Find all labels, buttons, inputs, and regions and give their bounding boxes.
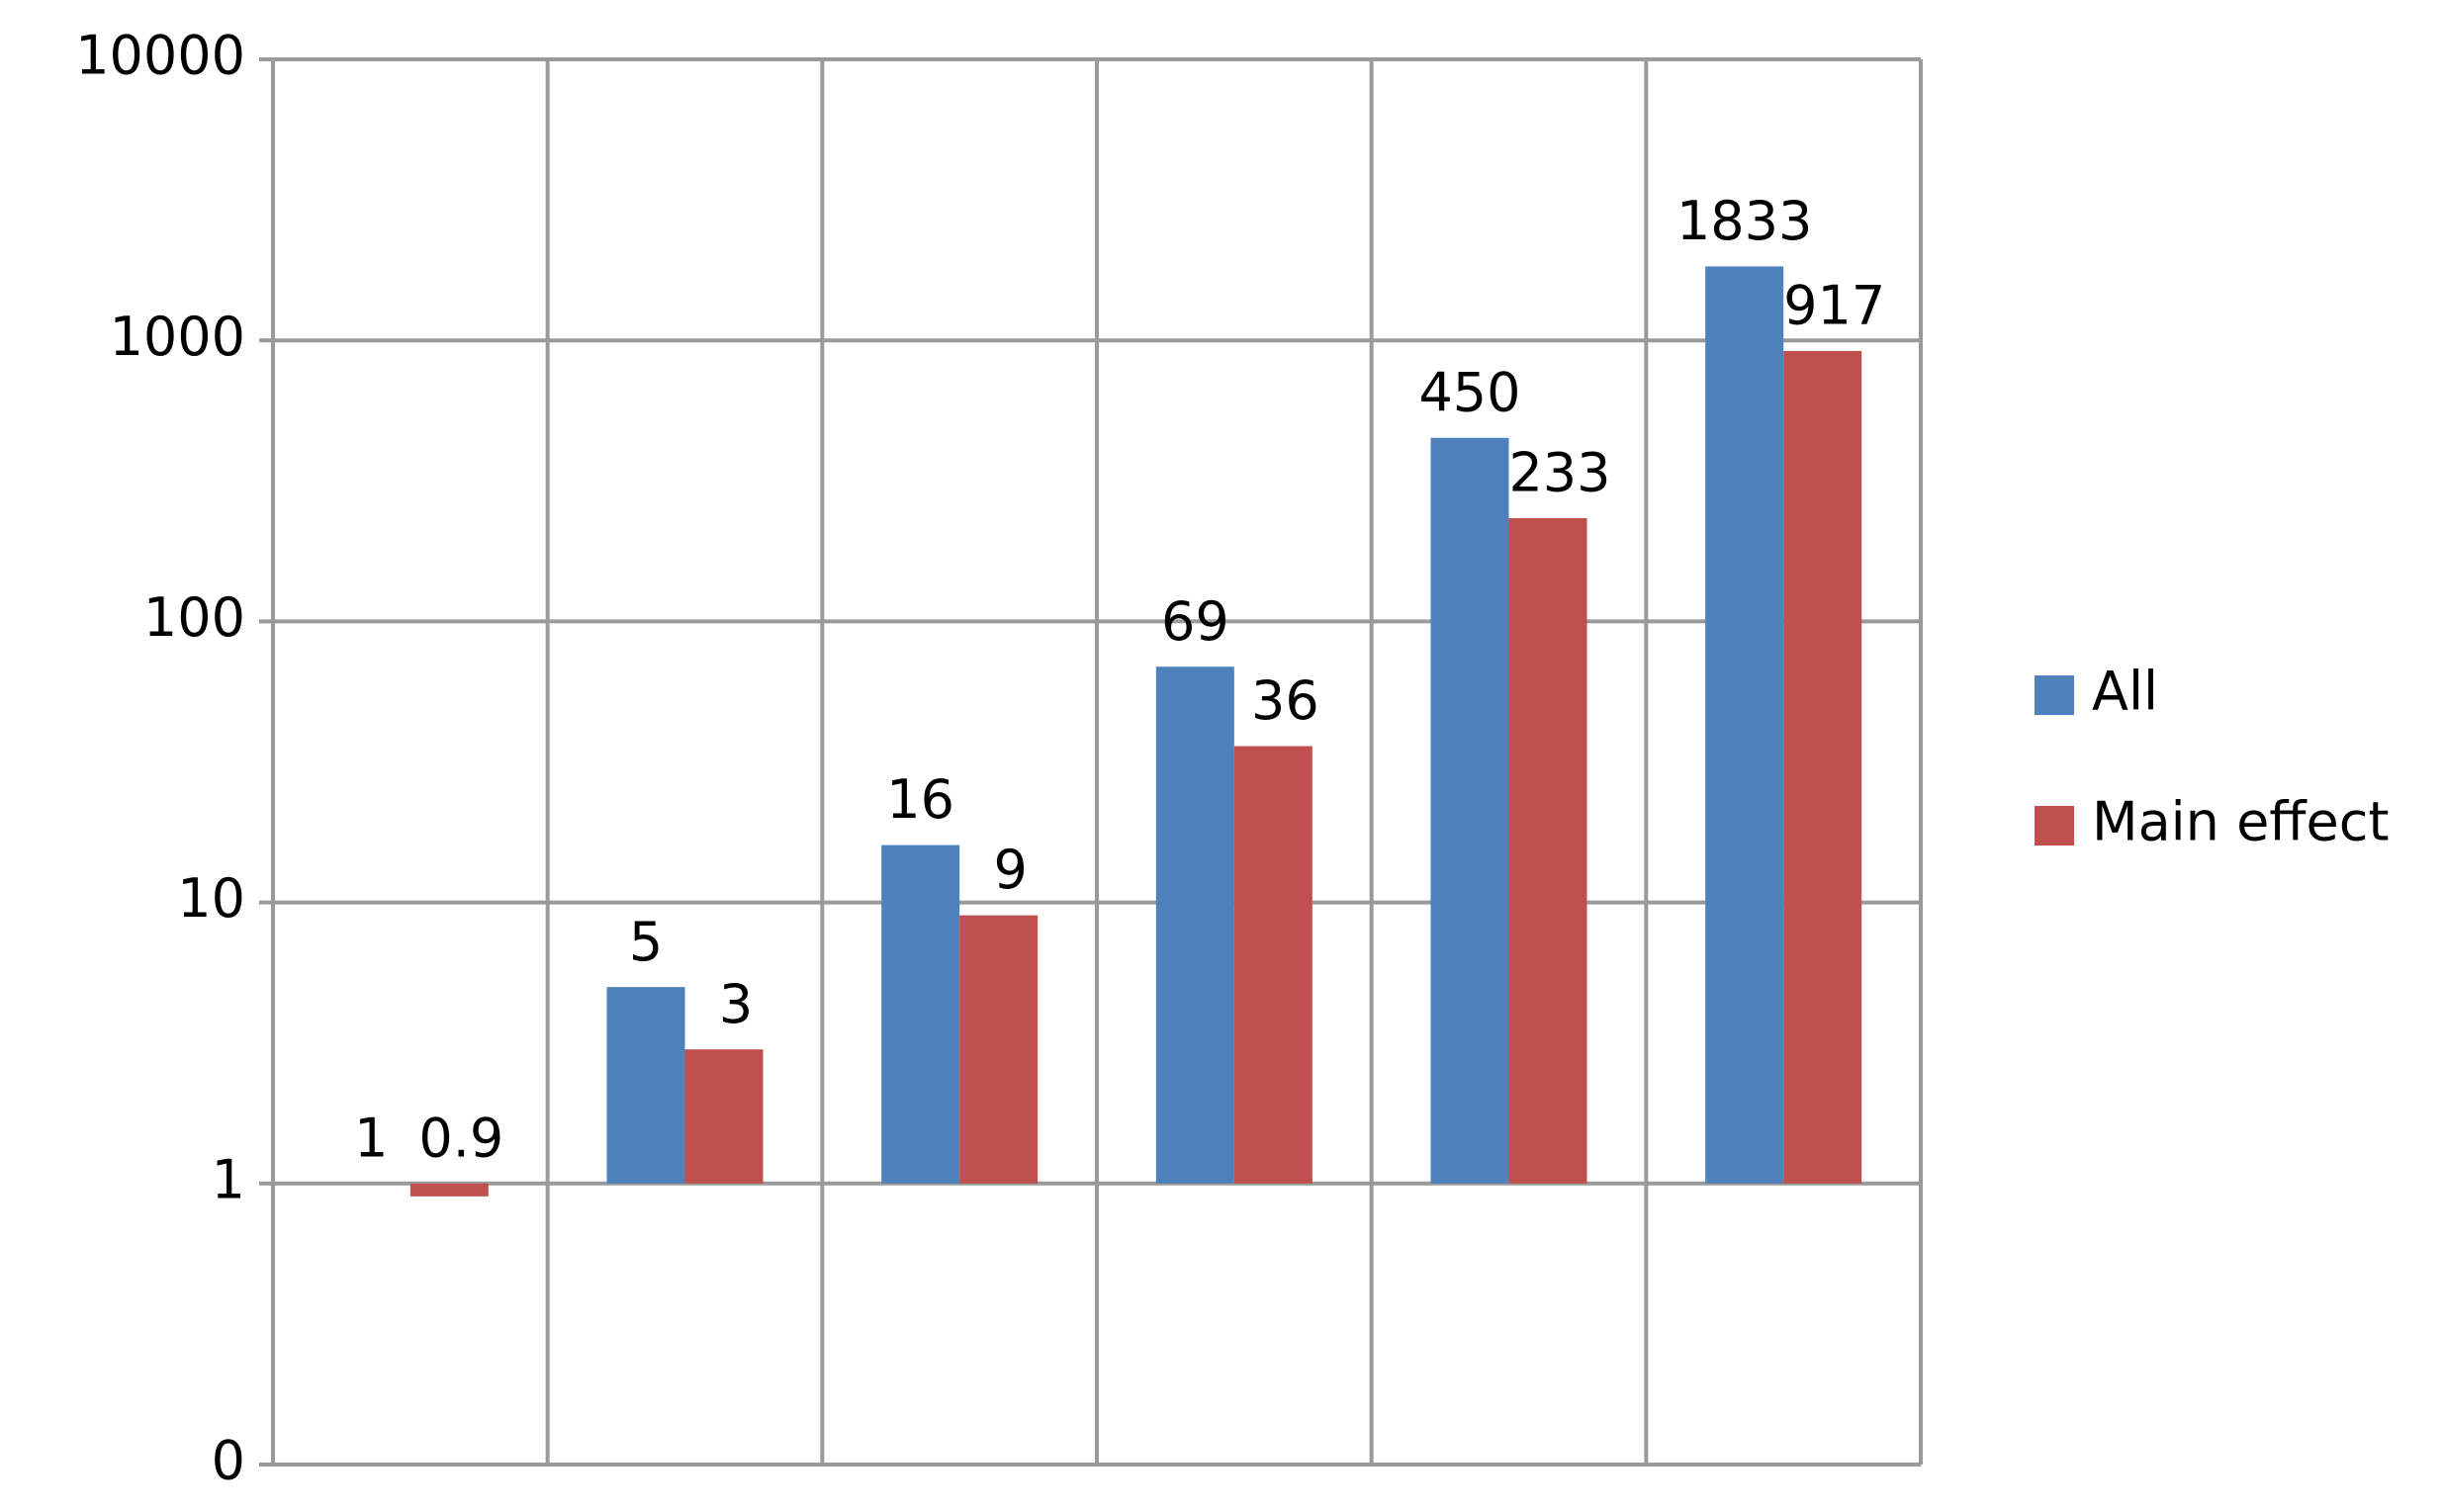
bar (881, 845, 960, 1184)
value-label: 233 (1508, 442, 1610, 504)
bar (1155, 667, 1234, 1184)
y-tick-label: 0 (212, 1430, 245, 1492)
y-tick-label: 1000 (110, 306, 245, 368)
bar (1783, 350, 1862, 1184)
value-label: 917 (1783, 275, 1885, 337)
legend-swatch (2035, 806, 2074, 845)
value-label: 450 (1418, 361, 1520, 423)
y-tick-label: 100 (143, 586, 245, 649)
bar (684, 1049, 764, 1184)
value-label: 36 (1251, 669, 1319, 732)
value-label: 0.9 (418, 1107, 503, 1169)
y-tick-label: 1 (212, 1148, 245, 1210)
y-tick-label: 10000 (75, 25, 245, 87)
y-tick-label: 10 (177, 867, 245, 930)
value-label: 16 (886, 768, 954, 831)
value-label: 5 (629, 911, 663, 973)
legend-swatch (2035, 675, 2074, 715)
bar (1705, 266, 1784, 1184)
legend-label: All (2092, 661, 2158, 723)
bar (1508, 517, 1587, 1184)
value-label: 1833 (1676, 190, 1812, 252)
legend-label: Main effect (2092, 791, 2390, 853)
value-label: 69 (1161, 590, 1229, 653)
bar (409, 1183, 489, 1197)
bar (1430, 437, 1509, 1184)
value-label: 3 (719, 973, 753, 1035)
value-label: 9 (993, 839, 1027, 901)
bar (1233, 746, 1313, 1184)
value-label: 1 (354, 1107, 388, 1169)
bar (606, 987, 685, 1184)
bar (959, 915, 1039, 1184)
